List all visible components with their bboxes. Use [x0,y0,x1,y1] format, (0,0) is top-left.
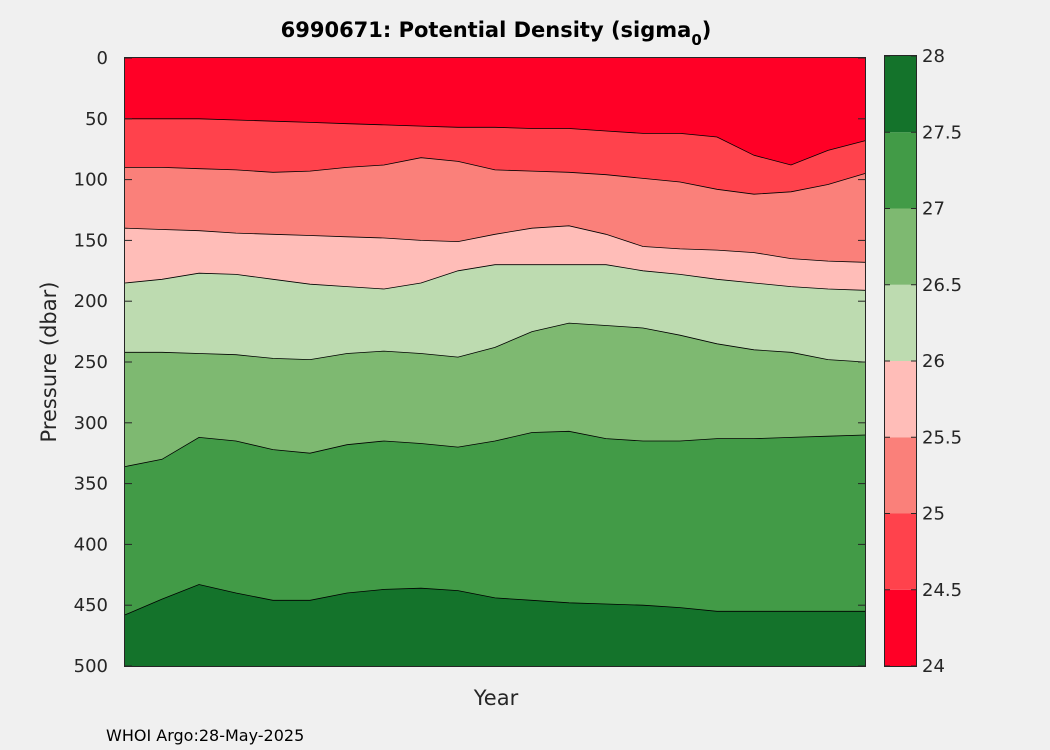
y-tick-label: 0 [97,48,108,69]
colorbar-ticks: 24 24.5 25 25.5 26 26.5 27 27.5 28 [885,46,962,677]
y-tick-label: 500 [74,656,108,677]
colorbar-tick-label: 24 [922,656,945,677]
contour-line-26.5 [124,264,866,291]
contour-band-28 [125,584,865,666]
colorbar-tick-label: 28 [922,46,945,67]
chart-title-main: 6990671: Potential Density (sigma [281,18,692,42]
y-tick-label: 350 [74,474,108,495]
y-tick-label: 300 [74,413,108,434]
footer-credit: WHOI Argo:28-May-2025 [106,726,304,745]
colorbar-tick-label: 27 [922,199,945,220]
y-tick-label: 250 [74,352,108,373]
colorbar-swatch [885,208,916,285]
svg-text:6990671: Potential Density (si: 6990671: Potential Density (sigma0) [281,18,712,49]
plot-frame [124,57,866,667]
colorbar-swatch [885,132,916,209]
x-axis-label: Year [473,686,519,710]
chart-title-subscript: 0 [691,31,701,49]
contour-line-27.5 [124,430,866,467]
plot-area [124,58,866,667]
colorbar-tick-label: 26 [922,351,945,372]
colorbar-swatch [885,284,916,361]
colorbar-tick-label: 25.5 [922,427,962,448]
colorbar-tick-label: 27.5 [922,122,962,143]
colorbar-tick-label: 25 [922,504,945,525]
colorbar-swatch [885,56,916,133]
contour-line-25.5 [125,157,866,195]
colorbar [884,55,917,667]
chart-title: 6990671: Potential Density (sigma0) [281,18,712,49]
chart-title-close: ) [702,18,712,42]
y-tick-label: 200 [74,291,108,312]
colorbar-tick-label: 26.5 [922,275,962,296]
y-tick-label: 450 [74,595,108,616]
colorbar-frame [884,55,917,667]
colorbar-swatch [885,589,916,666]
colorbar-swatch [885,361,916,438]
contour-line-28 [124,584,865,616]
y-tick-label: 50 [85,109,108,130]
colorbar-tick-label: 24.5 [922,580,962,601]
colorbar-swatch [885,437,916,514]
colorbar-swatch [885,513,916,590]
y-tick-label: 400 [74,534,108,555]
contour-line-26 [124,225,866,263]
y-tick-label: 150 [74,230,108,251]
y-axis-label: Pressure (dbar) [37,282,61,443]
contour-line-27 [125,322,866,363]
y-tick-label: 100 [74,170,108,191]
contour-line-25 [125,118,866,166]
